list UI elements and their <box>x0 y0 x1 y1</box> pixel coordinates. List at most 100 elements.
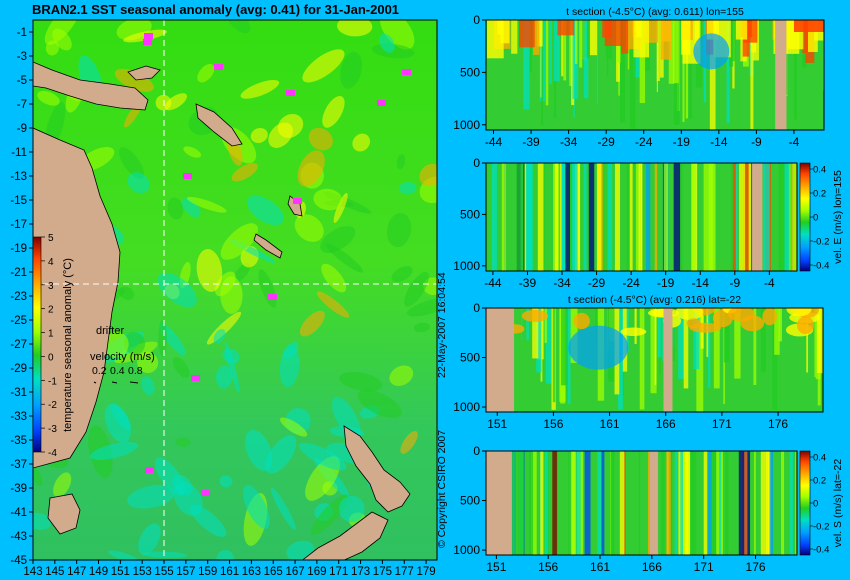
v-section-lat-panel: 151 156 161 166 171 176 0 500 1000 0.4 0.2 0 -0.2 -0.… <box>453 444 844 574</box>
u-section-lon-colorbar-tick: 0.2 <box>813 189 826 200</box>
map-y-tick-label: -37 <box>10 459 27 471</box>
map-x-tick-label: 173 <box>351 566 370 578</box>
drifter-marker <box>183 173 192 179</box>
map-y-tick-label: -11 <box>11 147 27 159</box>
map-y-tick-label: -35 <box>10 435 27 447</box>
drifter-label: drifter <box>96 325 124 337</box>
map-colorbar: 5 4 3 2 1 0 -1 -2 -3 -4 temperature seasonal anom… <box>32 233 74 459</box>
map-x-tick-label: 167 <box>285 566 304 578</box>
map-y-tick-label: -17 <box>10 219 27 231</box>
drifter-marker <box>268 294 277 300</box>
sst-anomaly-field <box>33 20 437 560</box>
u-section-lon-x-tick: -19 <box>657 276 675 290</box>
land-tasmania <box>47 493 81 535</box>
map-x-tick-label: 171 <box>329 566 348 578</box>
map-y-tick-label: -31 <box>10 387 27 399</box>
map-y-tick-label: -33 <box>10 411 27 423</box>
drifter-marker <box>402 69 411 75</box>
u-section-lon-y-tick: 500 <box>460 207 480 221</box>
map-y-tick-label: -5 <box>17 75 27 87</box>
drifter-marker <box>293 198 302 204</box>
t-section-lon-x-tick: -14 <box>710 135 728 149</box>
section-land <box>486 308 515 412</box>
map-x-tick-label: 153 <box>133 566 152 578</box>
u-section-lon-colorbar-label: vel. E (m/s) lon=155 <box>832 170 844 264</box>
drifter-markers <box>143 33 411 496</box>
v-section-lat-y-tick: 1000 <box>453 543 480 557</box>
map-colorbar-tick: 0 <box>48 352 54 363</box>
v-section-lat-colorbar-tick: 0.2 <box>813 476 826 487</box>
drifter-marker <box>191 375 200 381</box>
t-section-lat-y-tick: 500 <box>460 351 480 365</box>
t-section-lon-title: t section (-4.5°C) (avg: 0.611) lon=155 <box>566 6 744 18</box>
map-colorbar-tick: -2 <box>48 400 57 411</box>
map-x-tick-label: 147 <box>67 566 86 578</box>
t-section-lon-x-tick: -9 <box>751 135 762 149</box>
t-section-lat-x-tick: 171 <box>712 417 732 431</box>
map-x-tick-label: 149 <box>89 566 108 578</box>
t-section-lon-x-tick: -39 <box>522 135 540 149</box>
map-colorbar-tick: 4 <box>48 257 54 268</box>
drifter-marker <box>377 100 386 106</box>
t-section-lon-x-tick: -34 <box>560 135 578 149</box>
map-colorbar-label: temperature seasonal anomaly (°C) <box>62 258 74 432</box>
map-y-tick-label: -9 <box>17 123 27 135</box>
drifter-marker <box>145 467 154 473</box>
map-x-tick-label: 159 <box>198 566 217 578</box>
t-section-lat-y-tick: 0 <box>473 301 480 315</box>
map-colorbar-tick: -4 <box>48 448 57 459</box>
v-section-lat-y-tick: 500 <box>460 494 480 508</box>
t-section-lat-title: t section (-4.5°C) (avg: 0.216) lat=-22 <box>568 294 741 306</box>
map-colorbar-tick: 2 <box>48 305 54 316</box>
drifter-marker <box>201 490 210 496</box>
v-section-lat-colorbar-tick: 0.4 <box>813 453 826 464</box>
land-new-guinea <box>33 61 149 111</box>
map-panel: BRAN2.1 SST seasonal anomaly (avg: 0.41)… <box>10 2 438 578</box>
u-section-lon-field <box>486 163 797 271</box>
map-colorbar-tick: -1 <box>48 376 57 387</box>
section-land <box>775 20 787 130</box>
drifter-marker <box>143 39 152 45</box>
map-y-tick-label: -3 <box>17 51 27 63</box>
v-section-lat-x-tick: 156 <box>538 560 558 574</box>
t-section-lat-y-tick: 1000 <box>453 400 480 414</box>
map-x-tick-label: 145 <box>45 566 64 578</box>
map-colorbar-tick: 3 <box>48 281 54 292</box>
v-section-lat-colorbar-tick: -0.4 <box>813 545 829 556</box>
u-section-lon-x-tick: -29 <box>588 276 606 290</box>
map-y-tick-label: -21 <box>10 267 27 279</box>
t-section-lon-x-tick: -24 <box>635 135 653 149</box>
map-x-tick-label: 163 <box>242 566 261 578</box>
u-section-lon-x-tick: -14 <box>692 276 710 290</box>
t-section-lon-x-tick: -29 <box>598 135 616 149</box>
section-land <box>752 163 763 271</box>
drifter-marker <box>286 90 295 96</box>
map-y-tick-label: -23 <box>10 291 27 303</box>
map-colorbar-tick: -3 <box>48 424 57 435</box>
map-y-tick-label: -7 <box>17 99 27 111</box>
map-x-tick-label: 161 <box>220 566 239 578</box>
u-section-lon-colorbar-tick: 0 <box>813 213 818 224</box>
t-section-lon-y-tick: 1000 <box>453 118 480 132</box>
map-y-tick-label: -45 <box>10 555 27 567</box>
timestamp-text: 22-May-2007 16:04:54 <box>436 272 448 378</box>
map-x-tick-label: 179 <box>416 566 435 578</box>
v-section-lat-colorbar-label: vel. S (m/s) lat=-22 <box>832 459 844 548</box>
t-section-lat-field <box>486 308 823 412</box>
v-section-lat-field <box>486 451 797 555</box>
map-y-tick-label: -41 <box>10 507 27 519</box>
t-section-lon-x-tick: -44 <box>485 135 503 149</box>
t-section-lon-panel: t section (-4.5°C) (avg: 0.611) lon=155 -… <box>453 6 825 149</box>
map-y-tick-label: -15 <box>10 195 27 207</box>
t-section-lat-panel: t section (-4.5°C) (avg: 0.216) lat=-22 1… <box>453 294 824 431</box>
t-section-lon-y-tick: 500 <box>460 65 480 79</box>
map-x-tick-label: 169 <box>307 566 326 578</box>
land-solomon-islands <box>195 103 243 147</box>
t-section-lon-x-tick: -19 <box>673 135 691 149</box>
t-section-lat-x-tick: 151 <box>487 417 507 431</box>
map-colorbar-tick: 5 <box>48 233 54 244</box>
map-y-tick-label: -29 <box>10 363 27 375</box>
t-section-lat-x-tick: 176 <box>768 417 788 431</box>
land-nz-south <box>301 511 389 560</box>
